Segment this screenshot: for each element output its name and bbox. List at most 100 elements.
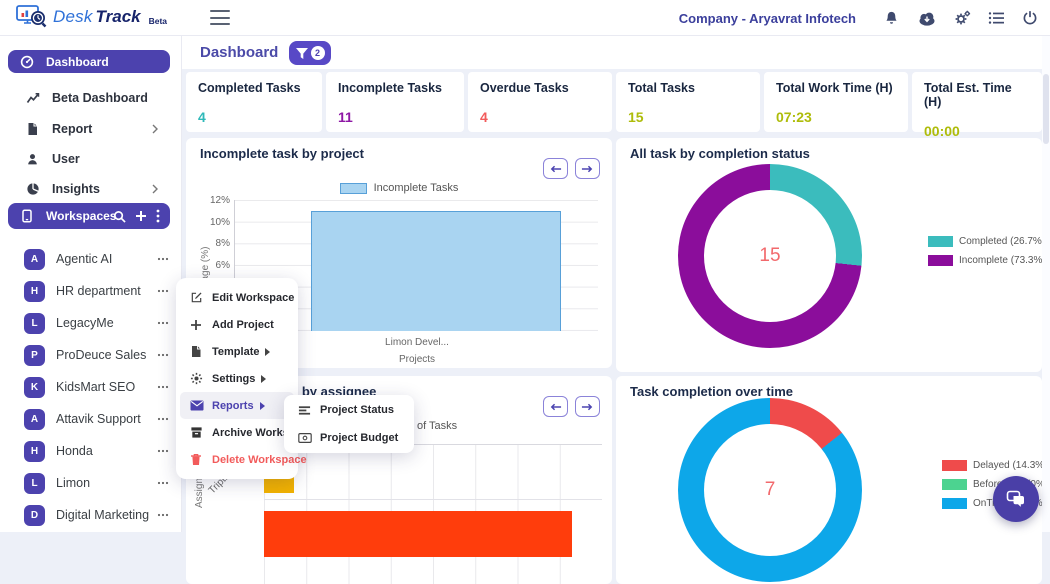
power-icon[interactable] xyxy=(1022,10,1038,26)
y-tick: 8% xyxy=(215,238,230,249)
legend-item-delayed[interactable]: Delayed (14.3%) xyxy=(942,460,1048,471)
bell-icon[interactable] xyxy=(883,10,900,27)
avatar: A xyxy=(24,248,45,270)
y-tick: 6% xyxy=(215,260,230,271)
legend-label: Completed (26.7%) xyxy=(959,236,1046,247)
legend-chip xyxy=(928,236,953,247)
menu-item-delete-workspace[interactable]: Delete Workspace xyxy=(180,446,307,473)
legend-chip xyxy=(942,460,967,471)
workspace-name: Digital Marketing xyxy=(56,508,150,522)
desktrack-logo-icon xyxy=(16,4,48,30)
company-selector[interactable]: Company - Aryavrat Infotech xyxy=(678,10,856,26)
user-icon xyxy=(26,152,40,166)
legend-item-incomplete[interactable]: Incomplete (73.3%) xyxy=(928,255,1046,266)
workspace-name: Agentic AI xyxy=(56,252,113,266)
chart-next-button[interactable] xyxy=(575,396,600,417)
menu-item-template[interactable]: Template xyxy=(180,338,294,365)
menu-item-edit-workspace[interactable]: Edit Workspace xyxy=(180,284,294,311)
filter-button[interactable]: 2 xyxy=(289,41,331,65)
chat-bubbles-icon xyxy=(1006,490,1024,507)
avatar: A xyxy=(24,408,45,430)
settings-gears-icon[interactable] xyxy=(954,10,971,26)
panel-incomplete-task-by-project: Incomplete task by project Incomplete Ta… xyxy=(186,138,612,368)
donut-hole: 7 xyxy=(704,424,836,556)
chart-prev-button[interactable] xyxy=(543,158,568,179)
avatar: K xyxy=(24,376,45,398)
y-tick: 10% xyxy=(209,217,230,228)
menu-item-archive-workspace[interactable]: Archive Workspace xyxy=(180,419,314,446)
avatar: P xyxy=(24,344,45,366)
list-icon[interactable] xyxy=(988,11,1005,25)
avatar: L xyxy=(24,312,45,334)
page-header: Dashboard 2 xyxy=(182,36,1050,69)
menu-item-label: Project Status xyxy=(320,404,394,416)
scrollbar-track xyxy=(1042,36,1050,532)
workspace-options-icon[interactable] xyxy=(157,481,169,485)
add-workspace-icon[interactable] xyxy=(135,210,147,222)
page-title: Dashboard xyxy=(200,44,279,61)
workspace-item-kidsmart-seo[interactable]: K KidsMart SEO xyxy=(0,374,182,400)
submenu-item-project-status[interactable]: Project Status xyxy=(288,396,410,424)
stat-card-label: Total Work Time (H) xyxy=(776,81,893,95)
donut-center-value: 15 xyxy=(759,245,781,266)
workspace-options-icon[interactable] xyxy=(157,353,169,357)
workspace-item-digital-marketing[interactable]: D Digital Marketing xyxy=(0,502,182,528)
workspace-item-honda[interactable]: H Honda xyxy=(0,438,182,464)
kebab-menu-icon[interactable] xyxy=(156,209,160,223)
sidebar-item-user[interactable]: User xyxy=(8,147,170,171)
workspace-options-icon[interactable] xyxy=(157,289,169,293)
stat-card-overdue: Overdue Tasks 4 xyxy=(468,72,612,132)
menu-item-add-project[interactable]: Add Project xyxy=(180,311,294,338)
workspace-item-agentic-ai[interactable]: A Agentic AI xyxy=(0,246,182,272)
panel-all-task-by-completion-status: All task by completion status 15 Complet… xyxy=(616,138,1046,372)
sidebar-item-workspaces[interactable]: Workspaces xyxy=(8,203,170,229)
stat-card-work-time: Total Work Time (H) 07:23 xyxy=(764,72,908,132)
chart-next-button[interactable] xyxy=(575,158,600,179)
chart-title: All task by completion status xyxy=(630,146,810,161)
stat-card-value: 15 xyxy=(628,109,644,125)
sidebar-item-beta-dashboard[interactable]: Beta Dashboard xyxy=(8,86,170,110)
workspace-item-attavik-support[interactable]: A Attavik Support xyxy=(0,406,182,432)
status-list-icon xyxy=(298,405,312,416)
submenu-item-project-budget[interactable]: Project Budget xyxy=(288,424,410,452)
cloud-download-icon[interactable] xyxy=(917,11,937,26)
workspace-name: Attavik Support xyxy=(56,412,141,426)
workspaces-icon xyxy=(20,209,34,223)
sidebar-item-label: Beta Dashboard xyxy=(52,91,148,105)
menu-item-settings[interactable]: Settings xyxy=(180,365,294,392)
workspace-item-hr-department[interactable]: H HR department xyxy=(0,278,182,304)
chart-prev-button[interactable] xyxy=(543,396,568,417)
legend-label: Incomplete (73.3%) xyxy=(959,255,1046,266)
stat-card-label: Total Tasks xyxy=(628,81,695,95)
workspace-options-icon[interactable] xyxy=(157,257,169,261)
menu-item-label: Add Project xyxy=(212,318,274,331)
sidebar-item-dashboard[interactable]: Dashboard xyxy=(8,50,170,73)
stat-card-value: 4 xyxy=(198,109,206,125)
workspace-options-icon[interactable] xyxy=(157,385,169,389)
sidebar-item-report[interactable]: Report xyxy=(8,117,170,141)
search-icon[interactable] xyxy=(113,210,126,223)
scrollbar-thumb[interactable] xyxy=(1043,74,1049,144)
workspace-item-limon[interactable]: L Limon xyxy=(0,470,182,496)
workspace-options-icon[interactable] xyxy=(157,449,169,453)
workspace-item-legacyme[interactable]: L LegacyMe xyxy=(0,310,182,336)
chat-button[interactable] xyxy=(993,476,1039,522)
chart-title: Incomplete task by project xyxy=(200,146,364,161)
menu-item-reports[interactable]: Reports xyxy=(180,392,294,419)
legend-item-incomplete-tasks[interactable]: Incomplete Tasks xyxy=(186,182,612,194)
plus-icon xyxy=(190,319,204,331)
menu-item-label: Project Budget xyxy=(320,432,399,444)
hamburger-menu-icon[interactable] xyxy=(210,10,230,25)
workspace-options-icon[interactable] xyxy=(157,321,169,325)
legend-item-completed[interactable]: Completed (26.7%) xyxy=(928,236,1046,247)
avatar: D xyxy=(24,504,45,526)
workspace-options-icon[interactable] xyxy=(157,417,169,421)
workspace-item-prodeuce-sales[interactable]: P ProDeuce Sales xyxy=(0,342,182,368)
dashboard-icon xyxy=(20,55,34,69)
archive-icon xyxy=(190,426,204,439)
sidebar-item-label: User xyxy=(52,152,80,166)
avatar: L xyxy=(24,472,45,494)
submenu-arrow-icon xyxy=(265,347,271,356)
sidebar-item-insights[interactable]: Insights xyxy=(8,177,170,201)
workspace-options-icon[interactable] xyxy=(157,513,169,517)
